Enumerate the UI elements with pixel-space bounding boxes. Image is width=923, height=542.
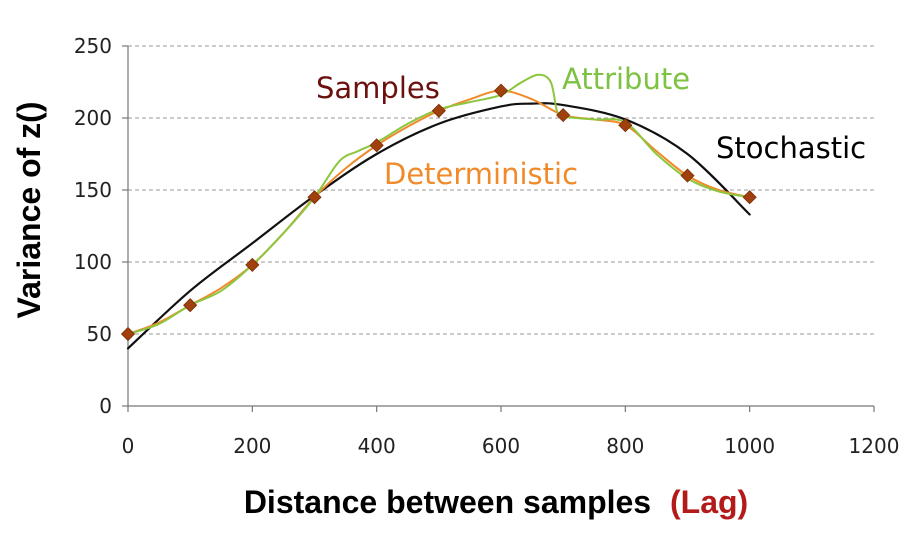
sample-marker [431,103,446,118]
sample-marker [742,190,757,205]
sample-marker [493,83,509,98]
series-line-deterministic [127,89,751,335]
y-tick-label: 50 [87,322,112,346]
series-line-stochastic [126,102,751,350]
sample-marker [680,168,695,183]
grid-lines [128,45,874,335]
sample-marker [369,138,384,153]
sample-marker [120,326,136,342]
x-axis-title: Distance between samples (Lag) [244,484,748,520]
x-tick-label: 600 [482,434,520,458]
series-label-deterministic: Deterministic [384,157,578,191]
series-label-stochastic: Stochastic [716,131,866,165]
x-tick-label: 1200 [849,434,900,458]
x-axis-title-lag: (Lag) [670,484,748,520]
x-tick-label: 0 [122,434,135,458]
sample-marker [307,190,322,205]
sample-marker [245,257,260,272]
x-tick-label: 800 [606,434,644,458]
y-tick-label: 150 [74,178,112,202]
x-tick-label: 400 [358,434,396,458]
sample-marker [618,118,633,133]
x-tick-label: 200 [233,434,271,458]
y-tick-label: 100 [74,250,112,274]
axes [122,45,875,412]
sample-markers [120,83,757,342]
y-tick-label: 0 [99,394,112,418]
y-tick-label: 200 [74,106,112,130]
series-label-attribute: Attribute [562,62,690,96]
y-axis-title: Variance of z() [11,102,47,319]
tick-labels: 0 50 100 150 200 250 0 200 400 600 800 1000 1200 [74,34,900,458]
series-label-samples: Samples [316,71,440,105]
x-tick-label: 1000 [724,434,775,458]
sample-marker [183,298,198,313]
sample-marker [556,108,571,123]
x-axis-title-main: Distance between samples [244,484,651,520]
y-tick-label: 250 [74,34,112,58]
